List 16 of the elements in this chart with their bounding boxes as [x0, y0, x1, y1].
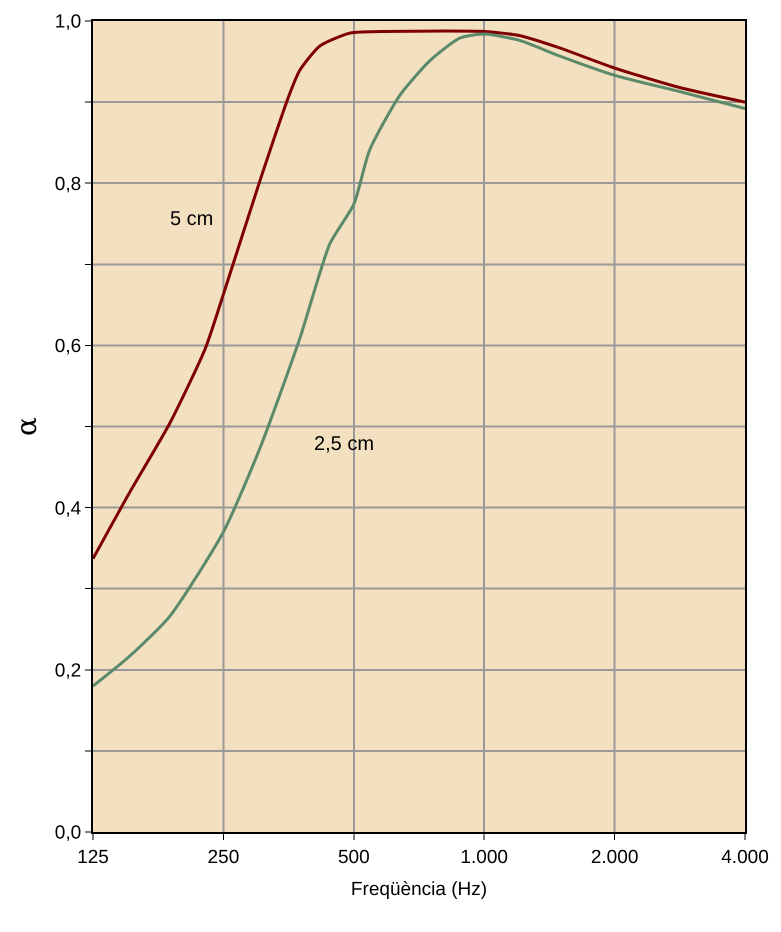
y-tick-label: 0,4: [54, 498, 82, 520]
x-tick-label: 1.000: [460, 846, 508, 868]
text: 2,5 cm: [314, 433, 374, 455]
y-tick-label: 0,2: [54, 660, 82, 682]
y-tick-label: 0,8: [54, 174, 82, 195]
y-tick-label: 0,6: [54, 336, 82, 358]
y-tick-label: 0,0: [54, 822, 82, 844]
x-axis-title: Freqüència (Hz): [350, 879, 488, 900]
x-tick-label: 2.000: [590, 846, 638, 868]
x-tick-label: 125: [77, 846, 109, 868]
series-label: 5 cm: [170, 208, 214, 230]
y-tick-label: 1,0: [54, 12, 82, 33]
x-tick-label: 250: [208, 846, 240, 868]
x-tick-label: 4.000: [721, 846, 769, 868]
x-tick-label: 500: [338, 846, 370, 868]
y-axis-title: α: [10, 416, 43, 436]
